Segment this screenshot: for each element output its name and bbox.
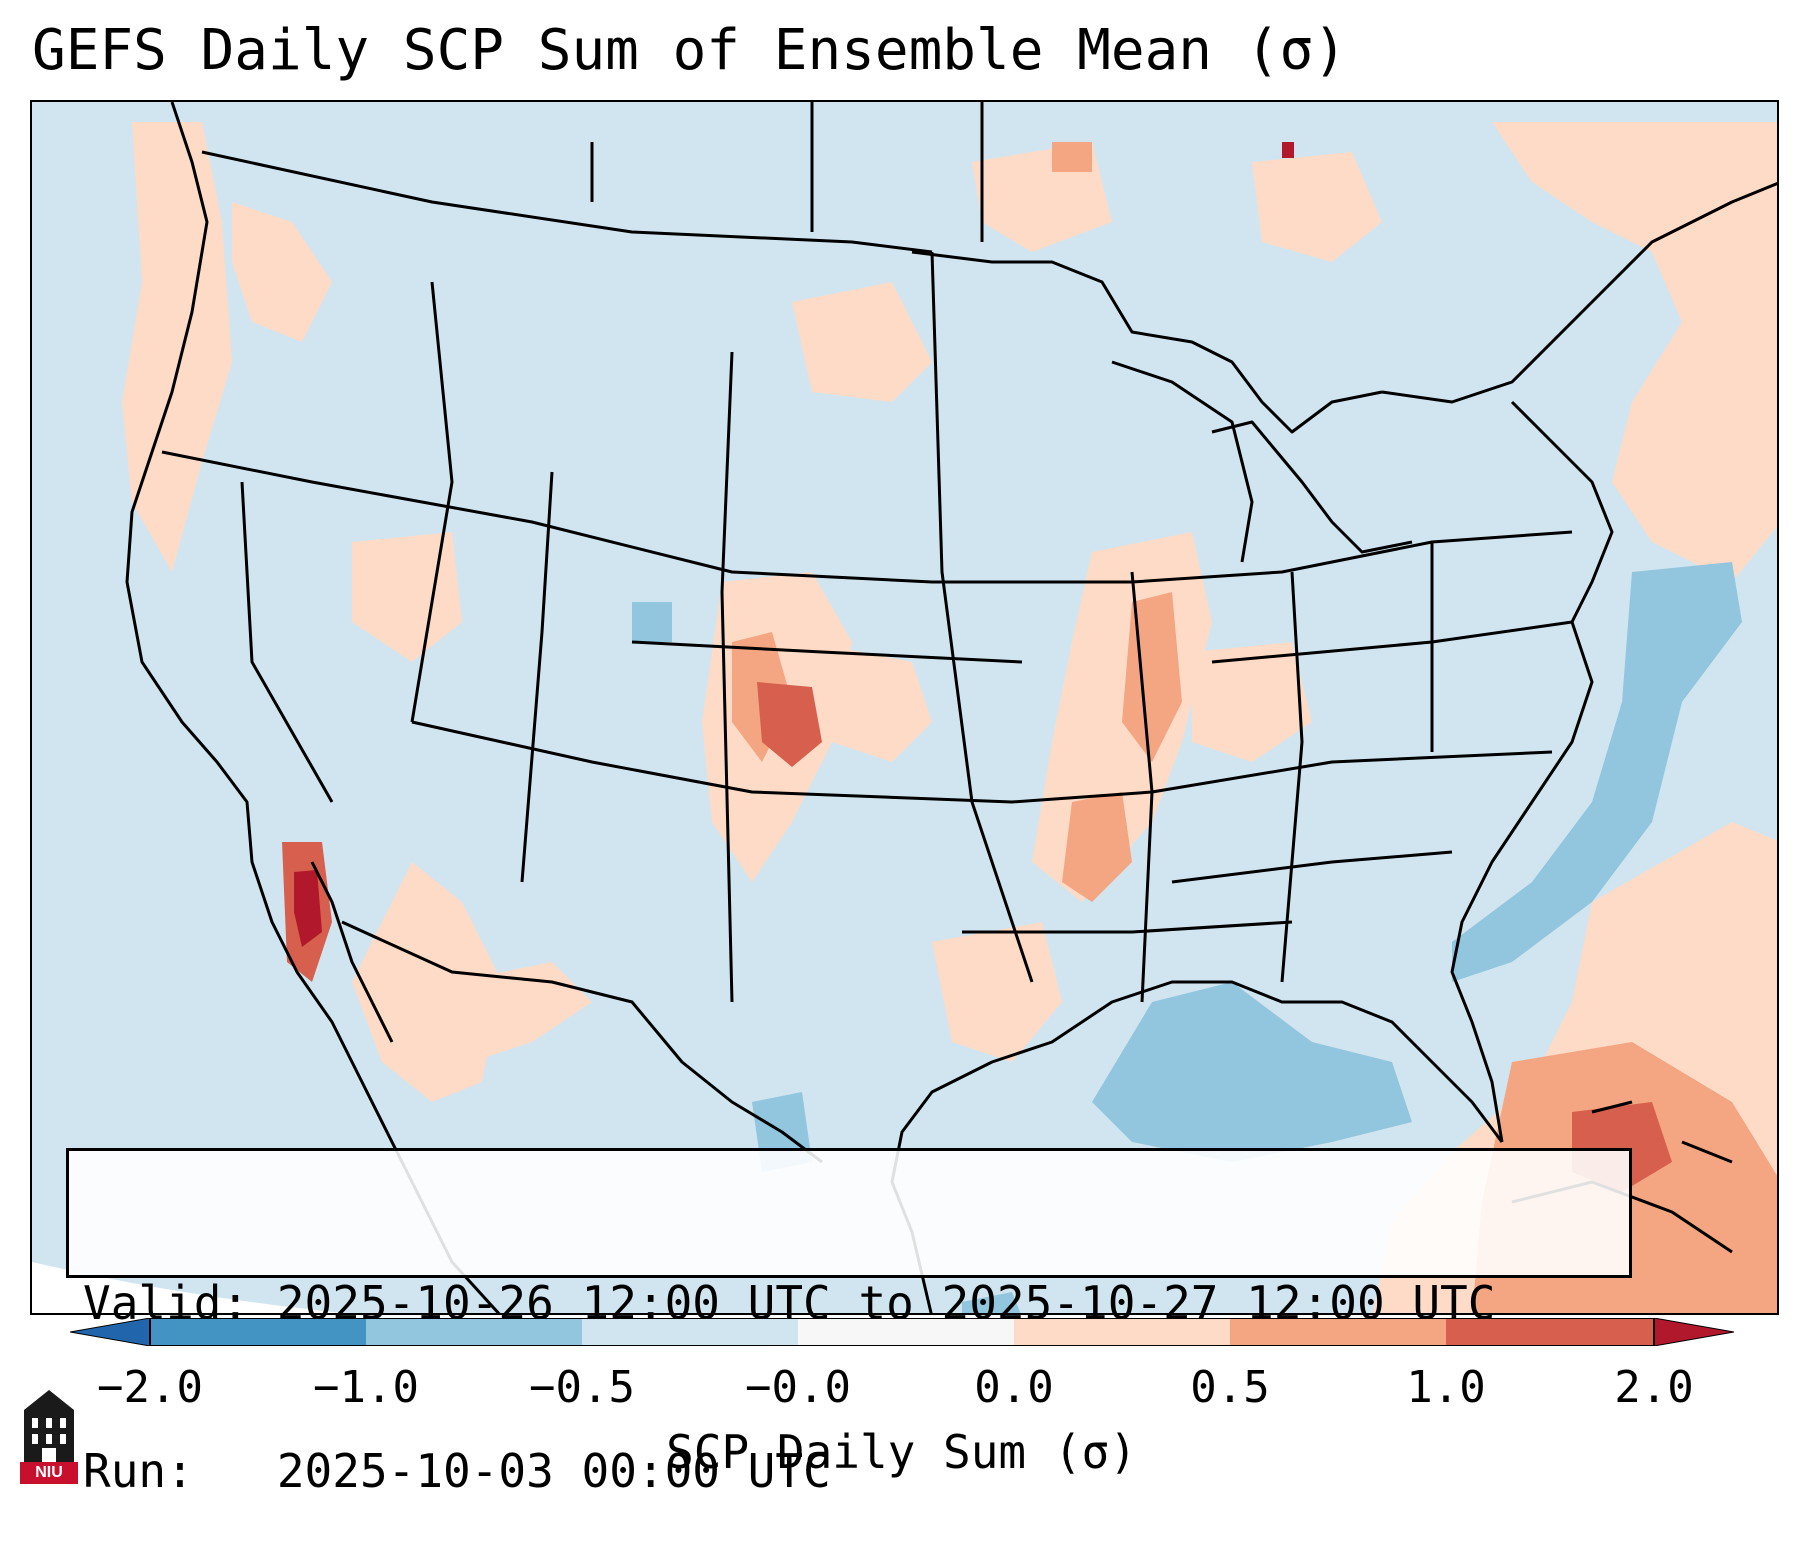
- valid-run-box: Valid: 2025-10-26 12:00 UTC to 2025-10-2…: [66, 1148, 1632, 1498]
- colorbar-tick-label: −1.0: [313, 1362, 419, 1413]
- positive-anomaly-light: [122, 122, 1777, 1313]
- colorbar-svg: [69, 1317, 1735, 1356]
- colorbar-tick-label: 1.0: [1406, 1362, 1486, 1413]
- map-svg: [32, 102, 1777, 1313]
- niu-logo-text: NIU: [20, 1462, 78, 1484]
- colorbar-tick-label: 0.0: [974, 1362, 1054, 1413]
- coastlines-borders: [125, 102, 1777, 1313]
- offglobe-corner: [32, 1262, 343, 1313]
- colorbar-bin-6: [1230, 1318, 1446, 1346]
- colorbar-tick-label: −2.0: [97, 1362, 203, 1413]
- niu-tower-icon: [24, 1390, 74, 1462]
- colorbar-bin-1: [150, 1318, 366, 1346]
- colorbar-extend-low: [69, 1317, 151, 1347]
- colorbar-bin-4: [798, 1318, 1014, 1346]
- map-panel[interactable]: [30, 100, 1779, 1315]
- colorbar-tick-label: 2.0: [1614, 1362, 1694, 1413]
- colorbar-tick-label: −0.5: [529, 1362, 635, 1413]
- colorbar-tick-label: 0.5: [1190, 1362, 1270, 1413]
- colorbar-bin-3: [582, 1318, 798, 1346]
- run-time-text: Run: 2025-10-03 00:00 UTC: [83, 1444, 831, 1498]
- chart-title: GEFS Daily SCP Sum of Ensemble Mean (σ): [32, 18, 1347, 83]
- colorbar-bin-2: [366, 1318, 582, 1346]
- colorbar-bin-5: [1014, 1318, 1230, 1346]
- positive-anomaly-extreme: [294, 142, 1294, 947]
- colorbar-title: SCP Daily Sum (σ): [666, 1425, 1137, 1479]
- colorbar-bin-7: [1446, 1318, 1654, 1346]
- colorbar-tick-label: −0.0: [745, 1362, 851, 1413]
- colorbar-extend-high: [1653, 1317, 1735, 1347]
- colorbar: [69, 1317, 1735, 1356]
